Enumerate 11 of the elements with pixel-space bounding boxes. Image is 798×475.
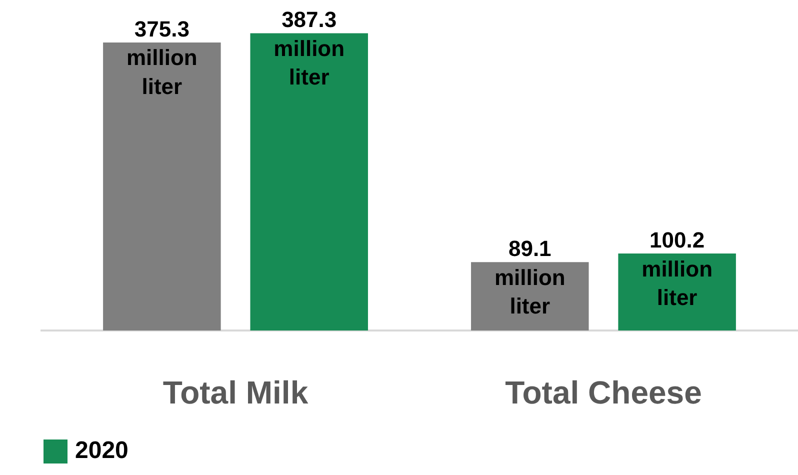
bar (250, 33, 368, 330)
data-label: 89.1 million liter (494, 236, 566, 319)
data-label: 375.3 million liter (126, 16, 198, 99)
bar (618, 254, 736, 330)
bar (471, 262, 589, 330)
legend-label: 2020 (75, 437, 128, 465)
x-tick-label: Total Cheese (505, 374, 702, 410)
data-label: 100.2 million liter (642, 228, 713, 310)
bar (103, 42, 221, 330)
data-label: 387.3 million liter (274, 7, 345, 90)
x-tick-label: Total Milk (162, 374, 308, 410)
